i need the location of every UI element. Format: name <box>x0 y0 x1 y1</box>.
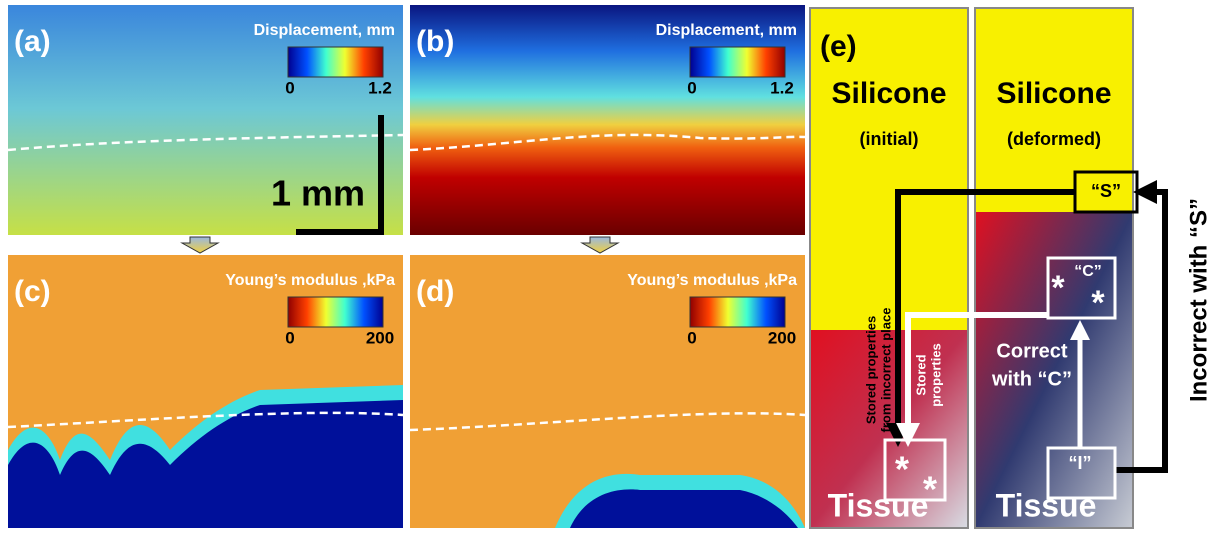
colorbar-min: 0 <box>687 328 696 347</box>
panel-labels: (a) Displacement, mm 0 1.2 (b) Displacement, … <box>14 22 797 347</box>
column-top: Silicone <box>831 77 946 110</box>
column-state: (initial) <box>860 129 919 149</box>
box <box>1073 170 1139 214</box>
box <box>883 438 947 502</box>
box <box>1046 446 1117 500</box>
arrow <box>1115 180 1168 473</box>
marker: * <box>923 469 937 510</box>
boundary <box>7 133 404 152</box>
column <box>974 7 1134 529</box>
boundary <box>7 411 404 429</box>
scale-bar-label: 1 mm <box>271 173 365 214</box>
marker: * <box>1051 269 1065 307</box>
panel-label: (b) <box>416 25 454 58</box>
correct-label: Correct <box>996 340 1067 362</box>
colorbar-min: 0 <box>285 328 294 347</box>
colorbar-min: 0 <box>285 78 294 97</box>
down-arrow <box>580 236 620 254</box>
heatmap-b <box>410 5 805 235</box>
column-state: (deformed) <box>1007 129 1101 149</box>
panel-label: (a) <box>14 25 51 58</box>
stored: Stored <box>913 354 928 395</box>
panel-label: (c) <box>14 275 51 308</box>
panel-title: Displacement, mm <box>656 22 797 39</box>
box-label: “I” <box>1068 453 1091 473</box>
heatmap-a <box>8 5 403 235</box>
silicone <box>810 8 968 330</box>
diagram: (e) Silicone (initial) Silicone (deforme… <box>809 7 1212 529</box>
stiff-region <box>8 400 403 528</box>
colorbar-max: 1.2 <box>770 78 794 97</box>
marker: * <box>895 449 909 490</box>
column-top: Silicone <box>996 77 1111 110</box>
boundary <box>409 412 806 432</box>
stored: properties <box>928 343 943 407</box>
box-label: “S” <box>1091 181 1121 201</box>
panel-title: Displacement, mm <box>254 22 395 39</box>
colorbar <box>287 296 384 328</box>
column-bottom: Tissue <box>996 487 1097 523</box>
column-bottom: Tissue <box>828 487 929 523</box>
colorbar <box>287 46 384 78</box>
panel-label: (e) <box>820 30 857 63</box>
colorbar-max: 1.2 <box>368 78 392 97</box>
stiff-region <box>570 489 798 528</box>
box <box>1046 256 1117 320</box>
down-arrow <box>180 236 220 254</box>
silicone <box>975 8 1133 212</box>
colorbar <box>689 296 786 328</box>
colorbar-min: 0 <box>687 78 696 97</box>
arrow <box>896 312 1048 447</box>
scale-bar <box>296 115 384 235</box>
box-label: “C” <box>1074 263 1102 280</box>
panel-title: Young’s modulus ,kPa <box>627 272 797 289</box>
stored-incorrect: from incorrect place <box>878 308 893 433</box>
incorrect-label: Incorrect with “S” <box>1185 198 1212 402</box>
boundary <box>409 133 806 152</box>
stored-incorrect: Stored properties <box>863 316 878 424</box>
arrow <box>886 189 1075 447</box>
correct-label: with “C” <box>991 368 1072 390</box>
colorbar-max: 200 <box>768 328 796 347</box>
panel-title: Young’s modulus ,kPa <box>225 272 395 289</box>
tissue <box>975 212 1133 528</box>
panel-label: (d) <box>416 275 454 308</box>
heatmaps: 1 mm <box>7 5 806 528</box>
marker: * <box>1091 284 1105 322</box>
colorbar-max: 200 <box>366 328 394 347</box>
column <box>809 7 969 529</box>
colorbar <box>689 46 786 78</box>
